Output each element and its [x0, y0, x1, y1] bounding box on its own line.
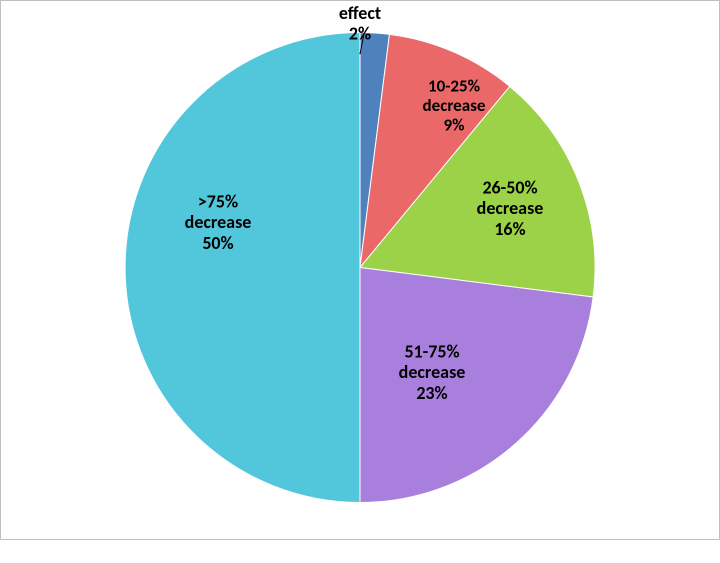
pie-slice-d51_75 [360, 268, 593, 503]
pie-chart-container: Relatively smalldecrease or noeffect2%10… [70, 0, 650, 563]
pie-chart-svg: Relatively smalldecrease or noeffect2%10… [70, 0, 650, 558]
pie-slice-d75_plus [125, 33, 360, 503]
chart-frame: Relatively smalldecrease or noeffect2%10… [0, 0, 720, 540]
